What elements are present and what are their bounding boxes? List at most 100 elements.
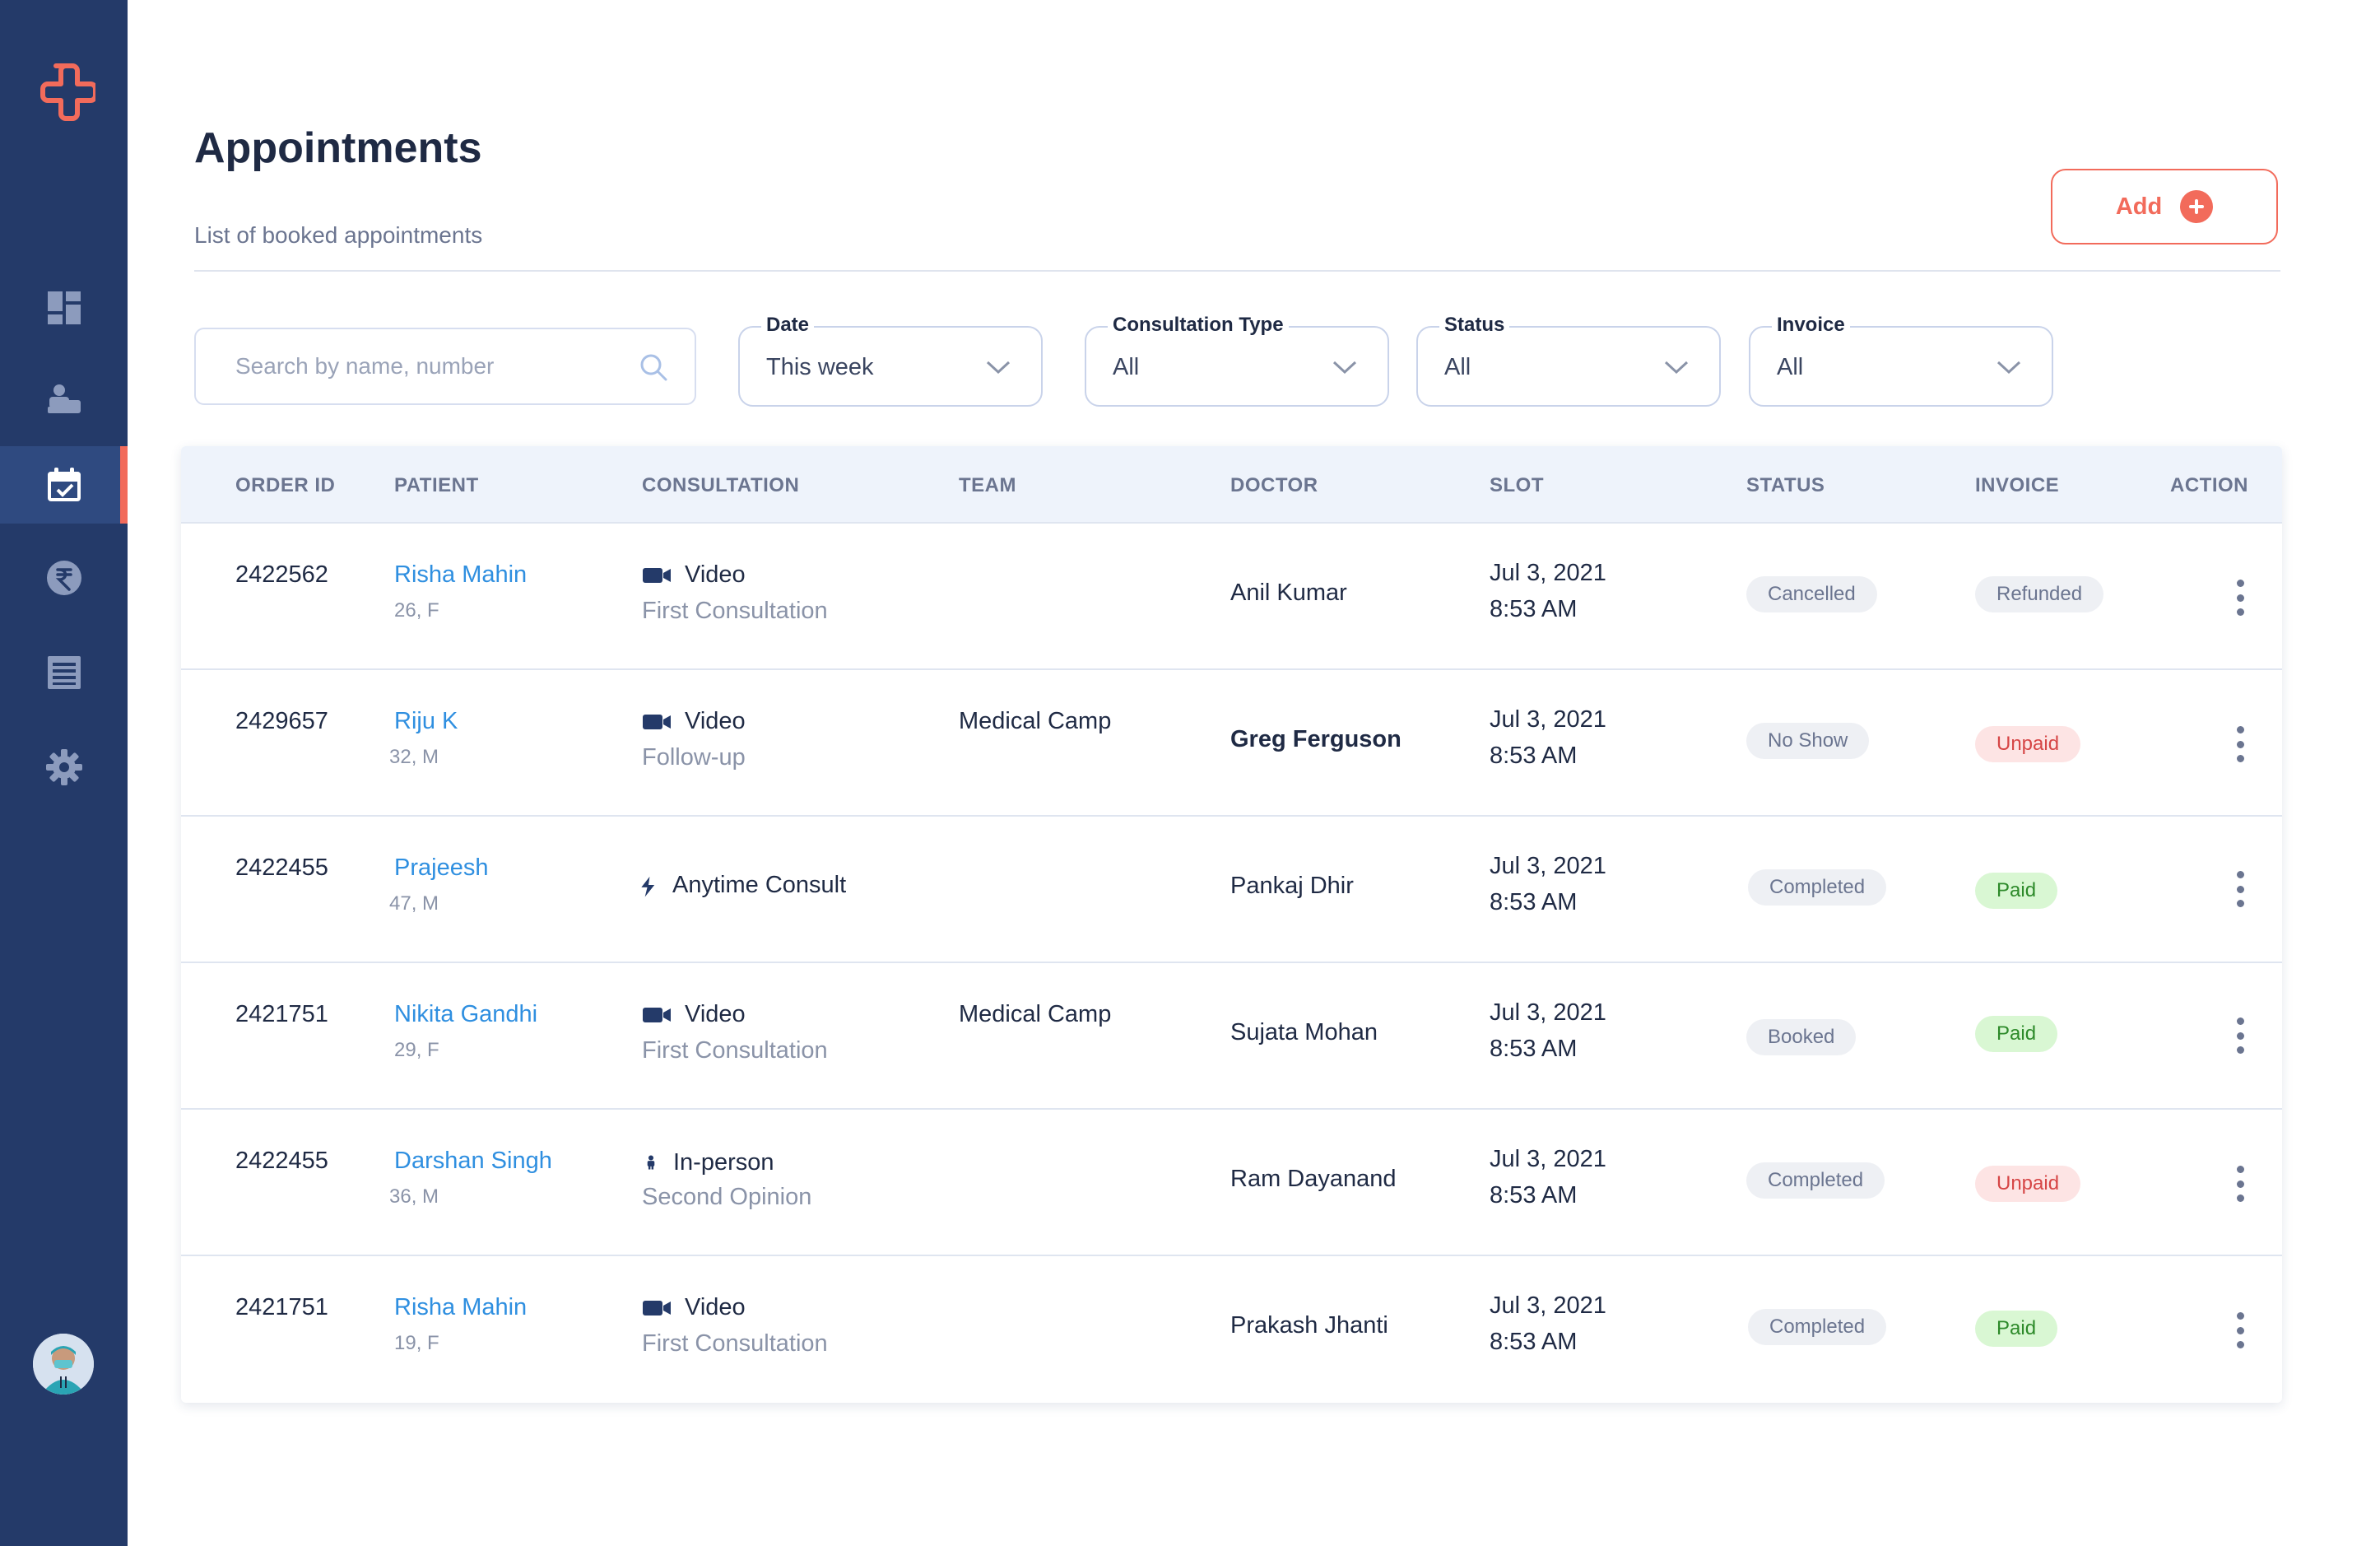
invoice-badge: Refunded	[1975, 576, 2104, 612]
patient-age-gender: 19, F	[394, 1332, 439, 1354]
status-badge: Completed	[1748, 1309, 1887, 1345]
sidebar-item-billing[interactable]	[0, 539, 128, 617]
invoice-filter[interactable]: Invoice All	[1749, 314, 2053, 407]
slot-date: Jul 3, 2021	[1490, 999, 1606, 1026]
patients-icon	[47, 384, 81, 413]
order-id: 2422562	[235, 561, 328, 588]
sidebar-item-settings[interactable]	[0, 729, 128, 806]
row-actions-menu-icon[interactable]	[2224, 1162, 2257, 1205]
consultation-subtype: First Consultation	[642, 1037, 828, 1064]
patient-name-link[interactable]: Risha Mahin	[394, 1294, 528, 1320]
status-filter-value: All	[1444, 354, 1471, 380]
consultation-type-label: Video	[685, 1294, 746, 1320]
slot-date: Jul 3, 2021	[1490, 706, 1606, 733]
gear-icon	[45, 749, 82, 785]
doctor-name: Ram Dayanand	[1230, 1166, 1397, 1192]
row-actions-menu-icon[interactable]	[2224, 1014, 2257, 1057]
consultation-type-filter-value: All	[1113, 354, 1140, 380]
row-actions-menu-icon[interactable]	[2224, 723, 2257, 766]
status-badge: Completed	[1746, 1162, 1885, 1199]
slot-time: 8:53 AM	[1490, 889, 1578, 915]
column-header-order-id: ORDER ID	[235, 474, 336, 496]
chevron-down-icon	[1997, 361, 2021, 375]
search-input[interactable]	[235, 353, 655, 380]
patient-name-link[interactable]: Nikita Gandhi	[394, 1001, 538, 1027]
doctor-name: Anil Kumar	[1230, 580, 1347, 606]
sidebar-item-appointments[interactable]	[0, 446, 128, 524]
video-camera-icon	[643, 1007, 671, 1022]
consultation-subtype: Second Opinion	[642, 1184, 812, 1210]
sidebar-item-reports[interactable]	[0, 634, 128, 711]
table-row[interactable]: 2429657 Riju K 32, M Video Follow-up Med…	[181, 670, 2282, 817]
order-id: 2429657	[235, 708, 328, 734]
consultation-type: Anytime Consult	[638, 871, 846, 899]
slot-time: 8:53 AM	[1490, 1036, 1578, 1062]
chevron-down-icon	[1332, 361, 1357, 375]
rupee-icon	[46, 561, 81, 595]
consultation-type: Video	[642, 1001, 746, 1028]
calendar-icon	[47, 468, 81, 501]
search-icon[interactable]	[637, 351, 670, 384]
patient-name-link[interactable]: Darshan Singh	[394, 1148, 552, 1174]
table-row[interactable]: 2422455 Prajeesh 47, M Anytime Consult P…	[181, 817, 2282, 963]
table-row[interactable]: 2422455 Darshan Singh 36, M In-person Se…	[181, 1110, 2282, 1256]
sidebar-item-dashboard[interactable]	[0, 269, 128, 347]
order-id: 2421751	[235, 1294, 328, 1320]
order-id: 2422455	[235, 1148, 328, 1174]
consultation-subtype: First Consultation	[642, 598, 828, 624]
column-header-doctor: DOCTOR	[1230, 474, 1318, 496]
sidebar-item-patients[interactable]	[0, 360, 128, 437]
table-row[interactable]: 2421751 Risha Mahin 19, F Video First Co…	[181, 1256, 2282, 1403]
sidebar	[0, 0, 128, 1546]
slot-time: 8:53 AM	[1490, 596, 1578, 622]
consultation-type-label: Video	[685, 561, 746, 588]
patient-age-gender: 47, M	[389, 892, 439, 915]
date-filter[interactable]: Date This week	[738, 314, 1043, 407]
table-header: ORDER ID PATIENT CONSULTATION TEAM DOCTO…	[181, 446, 2282, 524]
team: Medical Camp	[959, 1001, 1112, 1027]
patient-name-link[interactable]: Riju K	[394, 708, 458, 734]
consultation-type: In-person	[642, 1148, 774, 1177]
consultation-subtype: Follow-up	[642, 744, 746, 771]
invoice-badge: Paid	[1975, 1016, 2058, 1052]
table-row[interactable]: 2421751 Nikita Gandhi 29, F Video First …	[181, 963, 2282, 1110]
row-actions-menu-icon[interactable]	[2224, 1309, 2257, 1352]
consultation-subtype: First Consultation	[642, 1330, 828, 1357]
list-icon	[47, 656, 81, 689]
column-header-action: ACTION	[2170, 474, 2248, 496]
doctor-name: Greg Ferguson	[1230, 726, 1402, 752]
team: Medical Camp	[959, 708, 1112, 734]
date-filter-label: Date	[761, 314, 815, 337]
add-appointment-button[interactable]: Add	[2051, 169, 2278, 244]
search-box[interactable]	[194, 328, 696, 405]
video-camera-icon	[643, 714, 671, 729]
row-actions-menu-icon[interactable]	[2224, 868, 2257, 910]
consultation-type-label: Video	[685, 708, 746, 734]
consultation-type-label: In-person	[673, 1148, 774, 1176]
column-header-status: STATUS	[1746, 474, 1825, 496]
slot-date: Jul 3, 2021	[1490, 1292, 1606, 1319]
consultation-type-filter[interactable]: Consultation Type All	[1085, 314, 1389, 407]
slot-date: Jul 3, 2021	[1490, 1146, 1606, 1172]
invoice-badge: Unpaid	[1975, 726, 2081, 762]
consultation-type-label: Anytime Consult	[672, 871, 847, 898]
patient-name-link[interactable]: Prajeesh	[394, 854, 489, 881]
consultation-type: Video	[642, 561, 746, 589]
status-badge: Completed	[1748, 869, 1887, 906]
order-id: 2422455	[235, 854, 328, 881]
avatar[interactable]	[33, 1334, 94, 1395]
patient-name-link[interactable]: Risha Mahin	[394, 561, 528, 588]
table-row[interactable]: 2422562 Risha Mahin 26, F Video First Co…	[181, 524, 2282, 670]
status-filter[interactable]: Status All	[1416, 314, 1721, 407]
date-filter-value: This week	[766, 354, 874, 380]
video-camera-icon	[643, 567, 671, 583]
doctor-avatar-icon	[33, 1334, 94, 1395]
patient-age-gender: 26, F	[394, 599, 439, 622]
dashboard-icon	[47, 291, 81, 324]
order-id: 2421751	[235, 1001, 328, 1027]
row-actions-menu-icon[interactable]	[2224, 576, 2257, 619]
slot-date: Jul 3, 2021	[1490, 853, 1606, 879]
plus-circle-icon	[2180, 190, 2214, 223]
column-header-slot: SLOT	[1490, 474, 1544, 496]
patient-age-gender: 32, M	[389, 746, 439, 768]
